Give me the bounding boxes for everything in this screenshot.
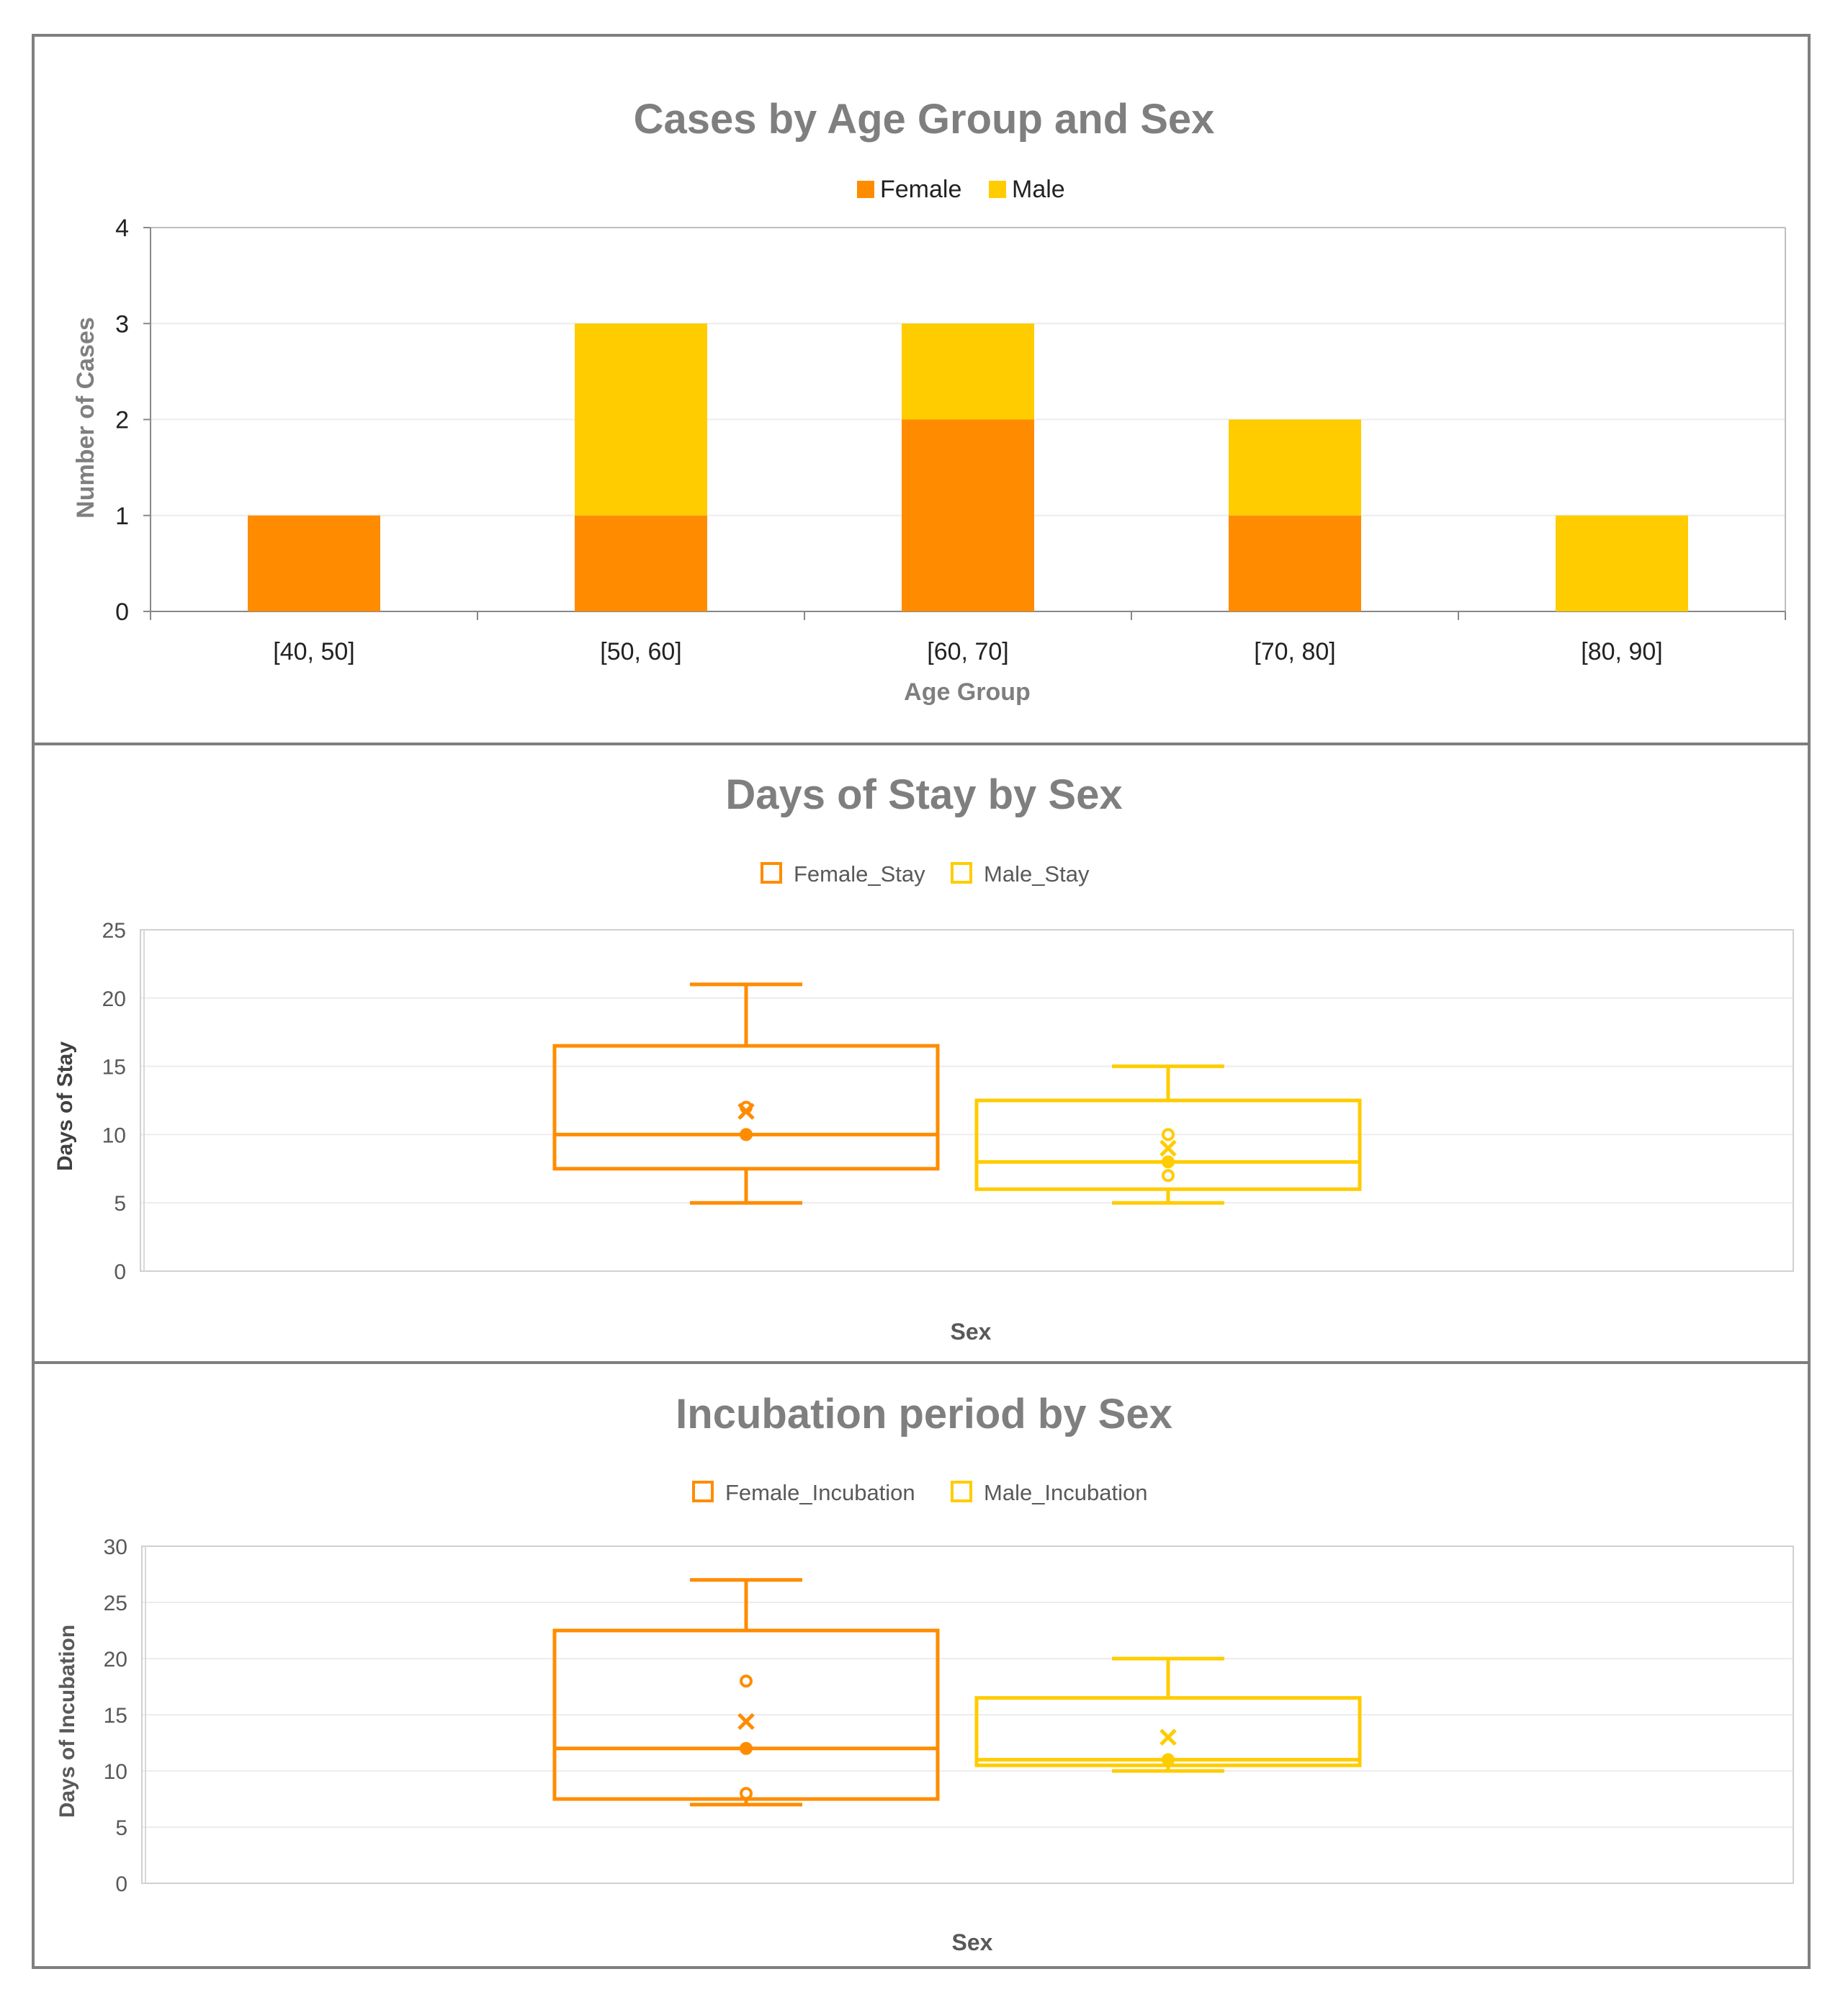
- bar-male: [575, 323, 707, 516]
- y-tick-label: 10: [102, 1123, 126, 1147]
- y-tick-label: 0: [115, 598, 129, 626]
- legend-swatch-female: [857, 181, 874, 198]
- y-tick-label: 2: [115, 407, 129, 434]
- box-male-stay: [974, 1098, 1362, 1191]
- x-tick-label: [70, 80]: [1254, 638, 1335, 665]
- mean-marker-female-incubation: [737, 1713, 755, 1731]
- y-tick-label: 25: [104, 1592, 127, 1615]
- x-axis-label: Sex: [952, 1929, 993, 1955]
- y-tick-label: 30: [104, 1535, 127, 1559]
- data-point-female-incubation: [740, 1674, 753, 1688]
- data-point-male-stay: [1162, 1155, 1175, 1169]
- data-point-female-stay: [740, 1128, 753, 1141]
- mean-marker-female-stay: [737, 1103, 755, 1120]
- y-tick-label: 4: [115, 215, 129, 242]
- cases-by-age-chart: Cases by Age Group and Sex Female Male N…: [72, 96, 1786, 706]
- mean-marker-male-stay: [1160, 1139, 1177, 1157]
- y-axis-label: Days of Incubation: [55, 1625, 79, 1818]
- bar-female: [575, 515, 707, 611]
- y-tick-label: 15: [102, 1056, 126, 1080]
- data-point-female-incubation: [740, 1787, 753, 1800]
- y-tick-label: 20: [104, 1648, 127, 1672]
- legend: Female_Incubation Male_Incubation: [692, 1480, 1148, 1505]
- y-tick-label: 0: [114, 1260, 126, 1284]
- data-point-female-incubation: [740, 1741, 753, 1755]
- data-point-male-incubation: [1162, 1753, 1175, 1767]
- x-tick-label: [50, 60]: [600, 638, 681, 665]
- x-tick-label: [80, 90]: [1581, 638, 1662, 665]
- incubation-chart: Incubation period by Sex Female_Incubati…: [55, 1391, 1794, 1955]
- y-tick-label: 5: [114, 1192, 126, 1216]
- x-tick-label: [60, 70]: [927, 638, 1008, 665]
- bar-male: [902, 323, 1034, 420]
- bar-female: [1229, 515, 1361, 611]
- y-tick-label: 15: [104, 1704, 127, 1728]
- y-tick-label: 25: [102, 919, 126, 943]
- legend: Female_Stay Male_Stay: [761, 861, 1090, 887]
- bar-male: [1229, 419, 1361, 516]
- x-tick-label: [40, 50]: [273, 638, 354, 665]
- box-female-stay: [552, 1044, 940, 1171]
- chart-title: Incubation period by Sex: [676, 1391, 1172, 1437]
- legend-label-male-incubation: Male_Incubation: [984, 1480, 1148, 1505]
- x-axis-label: Sex: [951, 1319, 992, 1345]
- days-of-stay-chart: Days of Stay by Sex Female_Stay Male_Sta…: [53, 771, 1794, 1345]
- y-tick-label: 5: [115, 1816, 127, 1840]
- plot-area-border: [140, 929, 1794, 1272]
- data-point-male-stay: [1162, 1169, 1175, 1183]
- bar-male: [1556, 515, 1688, 611]
- y-tick-label: 1: [115, 503, 129, 530]
- legend-swatch-male-stay: [951, 862, 972, 884]
- legend-label-female-incubation: Female_Incubation: [725, 1480, 915, 1505]
- mean-marker-male-incubation: [1160, 1728, 1177, 1746]
- legend-label-male: Male: [1012, 176, 1065, 203]
- legend-swatch-male: [989, 181, 1006, 198]
- plot-area-border: [141, 1546, 1794, 1884]
- legend-swatch-male-incubation: [951, 1481, 972, 1502]
- y-tick-label: 0: [115, 1872, 127, 1896]
- bar-female: [902, 419, 1034, 611]
- legend: Female Male: [857, 176, 1065, 203]
- y-tick-label: 20: [102, 987, 126, 1011]
- y-axis-label: Days of Stay: [53, 1041, 77, 1171]
- chart-title: Days of Stay by Sex: [725, 771, 1122, 818]
- figure-frame: [32, 34, 1811, 1969]
- data-point-male-stay: [1162, 1128, 1175, 1141]
- y-tick-label: 10: [104, 1760, 127, 1784]
- legend-swatch-female-incubation: [692, 1481, 714, 1502]
- bar-female: [248, 515, 380, 611]
- x-axis-label: Age Group: [904, 678, 1031, 706]
- legend-label-male-stay: Male_Stay: [984, 861, 1090, 887]
- y-axis-label: Number of Cases: [72, 317, 99, 519]
- chart-title: Cases by Age Group and Sex: [634, 96, 1215, 143]
- legend-label-female: Female: [880, 176, 961, 203]
- y-tick-label: 3: [115, 310, 129, 338]
- legend-label-female-stay: Female_Stay: [794, 861, 925, 887]
- legend-swatch-female-stay: [761, 862, 782, 884]
